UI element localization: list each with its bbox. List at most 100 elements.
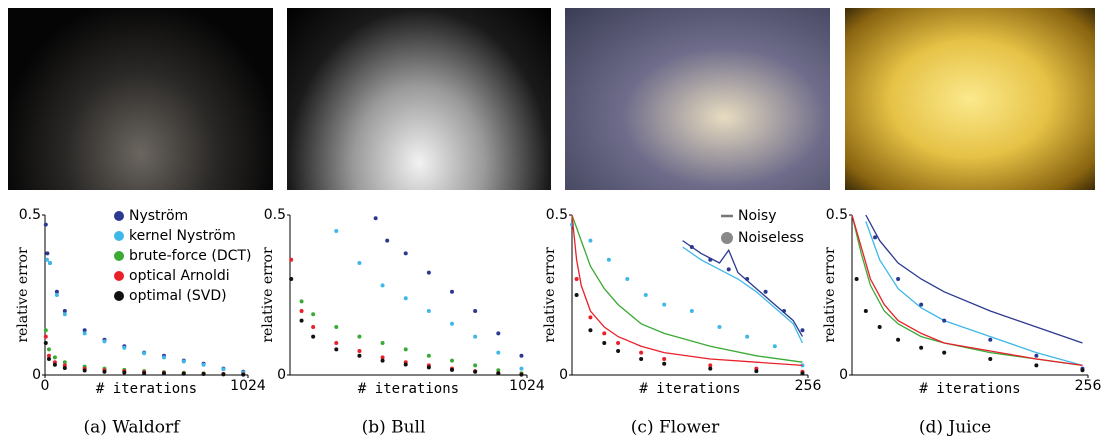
y-tick-label: 0.5 xyxy=(546,207,568,223)
y-axis-label: relative error xyxy=(15,247,31,343)
page: 00.501024relative error# iterations(a) W… xyxy=(0,0,1103,441)
caption: (c) Flower xyxy=(631,418,720,438)
data-point xyxy=(63,312,67,316)
data-point xyxy=(357,335,361,339)
data-point xyxy=(334,325,338,329)
data-point xyxy=(221,372,225,376)
noisy-line xyxy=(683,247,803,343)
data-point xyxy=(519,367,523,371)
data-point xyxy=(708,367,712,371)
data-point xyxy=(45,251,49,255)
data-point xyxy=(44,341,48,345)
data-point xyxy=(450,322,454,326)
data-point xyxy=(519,373,523,377)
legend-marker xyxy=(721,232,733,244)
data-point xyxy=(404,362,408,366)
y-tick-label: 0.5 xyxy=(19,207,41,223)
data-point xyxy=(575,277,579,281)
y-tick-label: 0 xyxy=(839,367,848,383)
data-point xyxy=(427,365,431,369)
data-point xyxy=(47,357,51,361)
data-point xyxy=(404,347,408,351)
data-point xyxy=(496,351,500,355)
data-point xyxy=(45,258,49,262)
data-point xyxy=(122,346,126,350)
caption: (a) Waldorf xyxy=(84,418,182,438)
legend-label: kernel Nyström xyxy=(129,228,236,244)
data-point xyxy=(374,216,378,220)
y-axis-label: relative error xyxy=(260,247,276,343)
data-point xyxy=(221,367,225,371)
data-point xyxy=(745,335,749,339)
data-point xyxy=(182,360,186,364)
data-point xyxy=(896,338,900,342)
data-point xyxy=(162,371,166,375)
data-point xyxy=(83,369,87,373)
data-point xyxy=(44,335,48,339)
y-axis-label: relative error xyxy=(822,247,838,343)
x-axis-label: # iterations xyxy=(639,381,740,397)
data-point xyxy=(473,370,477,374)
data-point xyxy=(988,357,992,361)
data-point xyxy=(754,369,758,373)
data-point xyxy=(202,363,206,367)
x-tick-label: 256 xyxy=(1075,378,1102,394)
data-point xyxy=(334,341,338,345)
data-point xyxy=(142,351,146,355)
data-point xyxy=(202,372,206,376)
data-point xyxy=(300,299,304,303)
data-point xyxy=(625,277,629,281)
data-point xyxy=(607,258,611,262)
legend-label: Noisy xyxy=(738,208,777,224)
data-point xyxy=(708,258,712,262)
data-point xyxy=(450,290,454,294)
data-point xyxy=(690,245,694,249)
data-point xyxy=(782,309,786,313)
legend-marker xyxy=(114,211,124,221)
data-point xyxy=(644,293,648,297)
data-point xyxy=(385,239,389,243)
data-point xyxy=(357,261,361,265)
data-point xyxy=(496,331,500,335)
data-point xyxy=(942,319,946,323)
data-point xyxy=(496,371,500,375)
data-point xyxy=(404,296,408,300)
data-point xyxy=(662,362,666,366)
data-point xyxy=(311,325,315,329)
legend-marker xyxy=(114,271,124,281)
data-point xyxy=(616,349,620,353)
y-tick-label: 0 xyxy=(277,367,286,383)
data-point xyxy=(102,339,106,343)
data-point xyxy=(44,328,48,332)
data-point xyxy=(942,351,946,355)
data-point xyxy=(575,293,579,297)
data-point xyxy=(800,371,804,375)
data-point xyxy=(864,309,868,313)
data-point xyxy=(873,235,877,239)
data-point xyxy=(919,303,923,307)
y-tick-label: 0.5 xyxy=(264,207,286,223)
data-point xyxy=(182,372,186,376)
data-point xyxy=(381,341,385,345)
data-point xyxy=(450,368,454,372)
noisy-line xyxy=(866,221,1083,365)
data-point xyxy=(142,371,146,375)
data-point xyxy=(48,261,52,265)
data-point xyxy=(53,363,57,367)
data-point xyxy=(311,312,315,316)
data-point xyxy=(300,319,304,323)
data-point xyxy=(473,363,477,367)
data-point xyxy=(102,370,106,374)
noisy-line xyxy=(852,215,1082,365)
data-point xyxy=(764,290,768,294)
data-point xyxy=(745,277,749,281)
data-point xyxy=(519,354,523,358)
data-point xyxy=(300,309,304,313)
legend-label: Nyström xyxy=(129,208,188,224)
y-axis-label: relative error xyxy=(542,247,558,343)
data-point xyxy=(334,347,338,351)
legend-label: optimal (SVD) xyxy=(129,288,227,304)
data-point xyxy=(639,351,643,355)
data-point xyxy=(690,309,694,313)
data-point xyxy=(47,347,51,351)
